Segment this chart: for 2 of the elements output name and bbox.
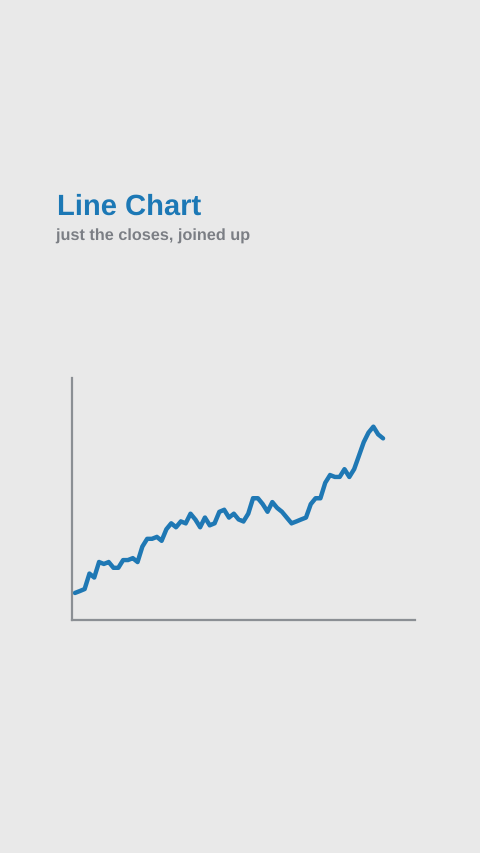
chart-subtitle: just the closes, joined up [56,228,250,244]
chart-title: Line Chart [58,194,201,216]
